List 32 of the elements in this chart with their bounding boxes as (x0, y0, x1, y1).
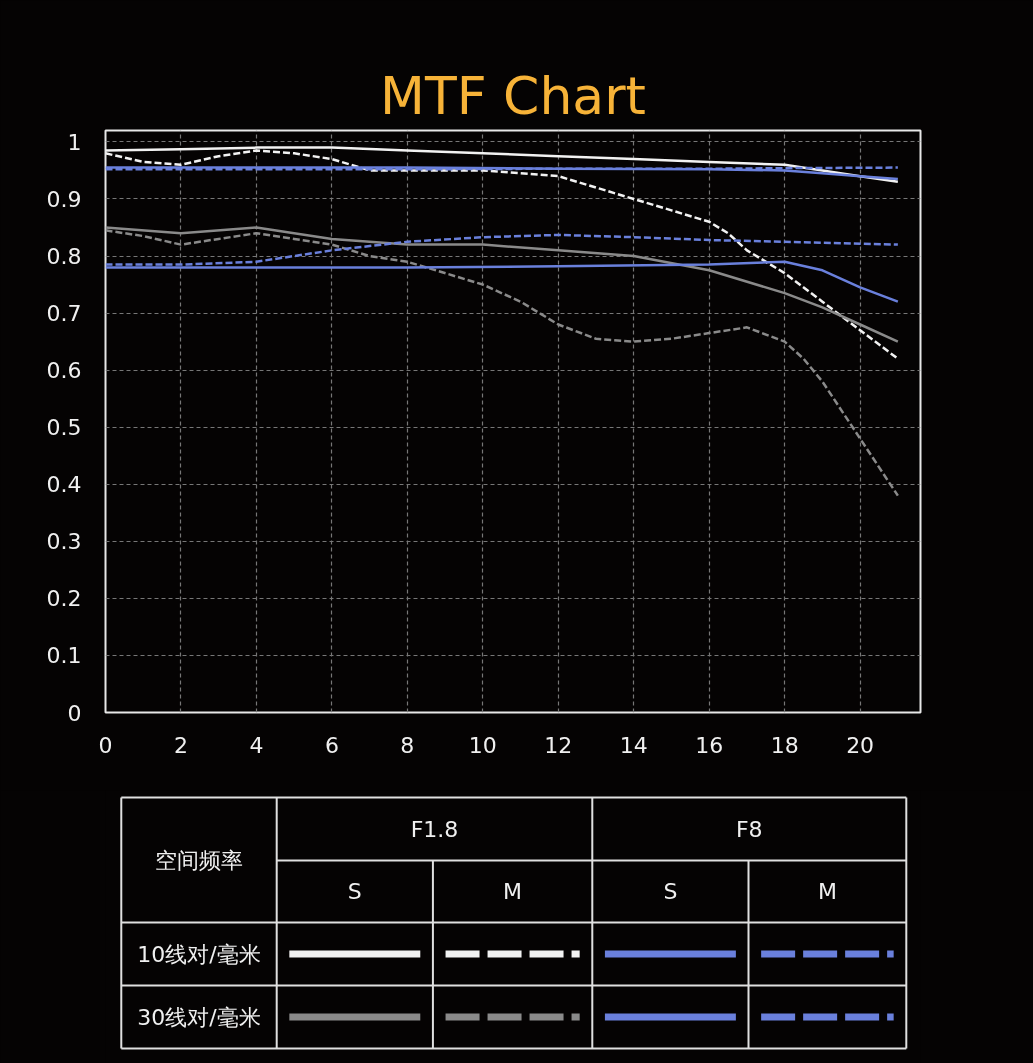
x-tick-label: 6 (324, 732, 339, 758)
y-tick-label: 0 (67, 700, 82, 726)
y-tick-label: 0.4 (46, 472, 82, 498)
y-tick-label: 1 (67, 129, 82, 155)
chart-title: MTF Chart (380, 65, 646, 126)
text: 30线对/毫米 (137, 1004, 261, 1030)
text: 10线对/毫米 (137, 941, 261, 967)
y-tick-label: 0.5 (46, 415, 82, 441)
y-tick-label: 0.3 (46, 529, 82, 555)
y-tick-label: 0.8 (46, 244, 82, 270)
text: 空间频率 (154, 847, 243, 873)
x-tick-label: 12 (544, 732, 573, 758)
x-tick-label: 16 (695, 732, 724, 758)
x-tick-label: 4 (249, 732, 264, 758)
y-tick-label: 0.1 (46, 643, 82, 669)
x-tick-label: 20 (846, 732, 875, 758)
text: S (347, 879, 362, 904)
x-tick-label: 2 (173, 732, 188, 758)
text: S (663, 879, 678, 904)
x-tick-label: 0 (98, 732, 113, 758)
text: F8 (735, 816, 763, 842)
text: M (817, 879, 837, 904)
y-tick-label: 0.6 (46, 358, 82, 384)
y-tick-label: 0.7 (46, 301, 82, 327)
x-tick-label: 14 (619, 732, 648, 758)
x-tick-label: 10 (468, 732, 497, 758)
text: F1.8 (410, 816, 459, 842)
text: M (503, 879, 523, 904)
x-tick-label: 18 (770, 732, 799, 758)
y-tick-label: 0.2 (46, 586, 82, 612)
y-tick-label: 0.9 (46, 186, 82, 212)
x-tick-label: 8 (400, 732, 415, 758)
